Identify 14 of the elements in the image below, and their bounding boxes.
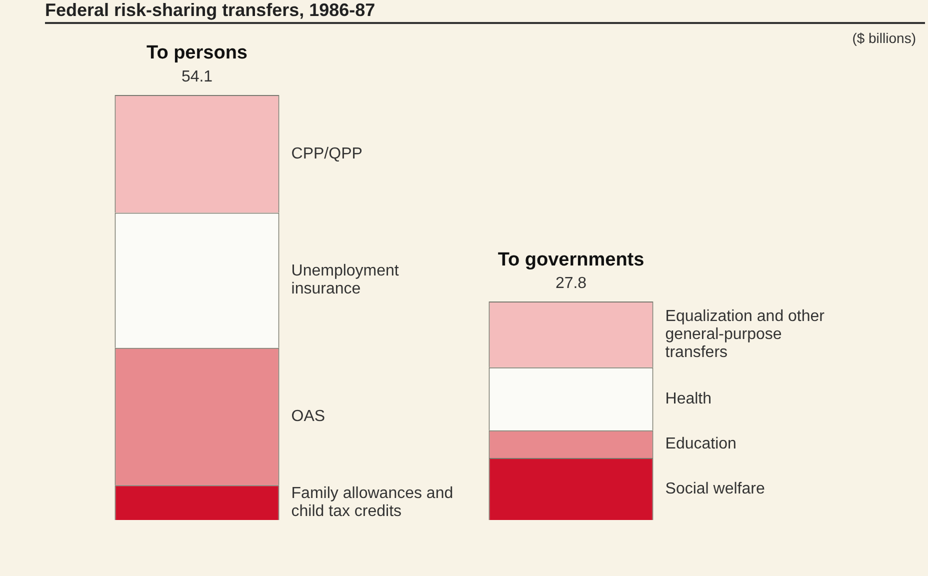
series-label: Health — [665, 390, 712, 408]
x-tick-label: To governments — [498, 249, 644, 270]
series-label: Equalization and other general-purpose transfers — [665, 308, 826, 361]
series-label: CPP/QPP — [291, 145, 362, 162]
series-label: Education — [665, 436, 736, 453]
text: ($ billions) — [852, 30, 916, 46]
x-tick-label: To persons — [146, 42, 248, 64]
series-label: Family allowances and child tax credits — [291, 484, 454, 520]
series-label: Social welfare — [665, 480, 765, 498]
text: 54.1 — [181, 68, 213, 86]
series-label: OAS — [291, 408, 326, 425]
chart-title: Federal risk-sharing transfers, 1986-87 — [45, 0, 376, 21]
annotation: 27.8 — [555, 274, 587, 292]
series-label: Unemployment insurance — [291, 262, 400, 298]
